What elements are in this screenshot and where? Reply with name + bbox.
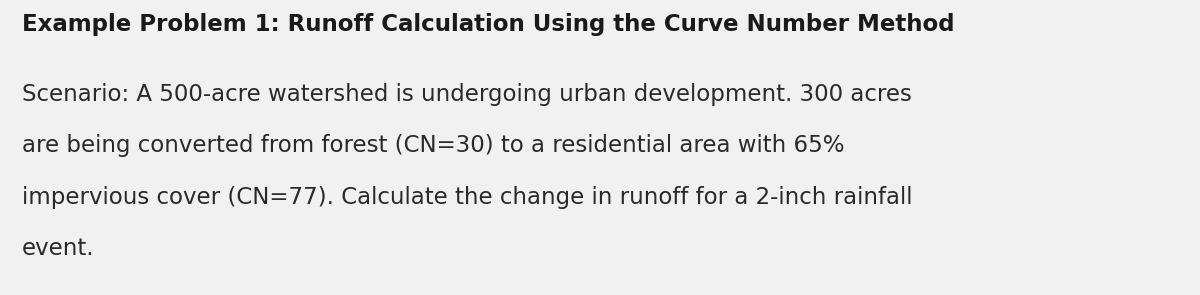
Text: are being converted from forest (CN=30) to a residential area with 65%: are being converted from forest (CN=30) … [22,134,844,157]
Text: event.: event. [22,237,95,260]
Text: impervious cover (CN=77). Calculate the change in runoff for a 2-inch rainfall: impervious cover (CN=77). Calculate the … [22,186,912,209]
Text: Scenario: A 500-acre watershed is undergoing urban development. 300 acres: Scenario: A 500-acre watershed is underg… [22,83,912,106]
Text: Example Problem 1: Runoff Calculation Using the Curve Number Method: Example Problem 1: Runoff Calculation Us… [22,13,954,36]
